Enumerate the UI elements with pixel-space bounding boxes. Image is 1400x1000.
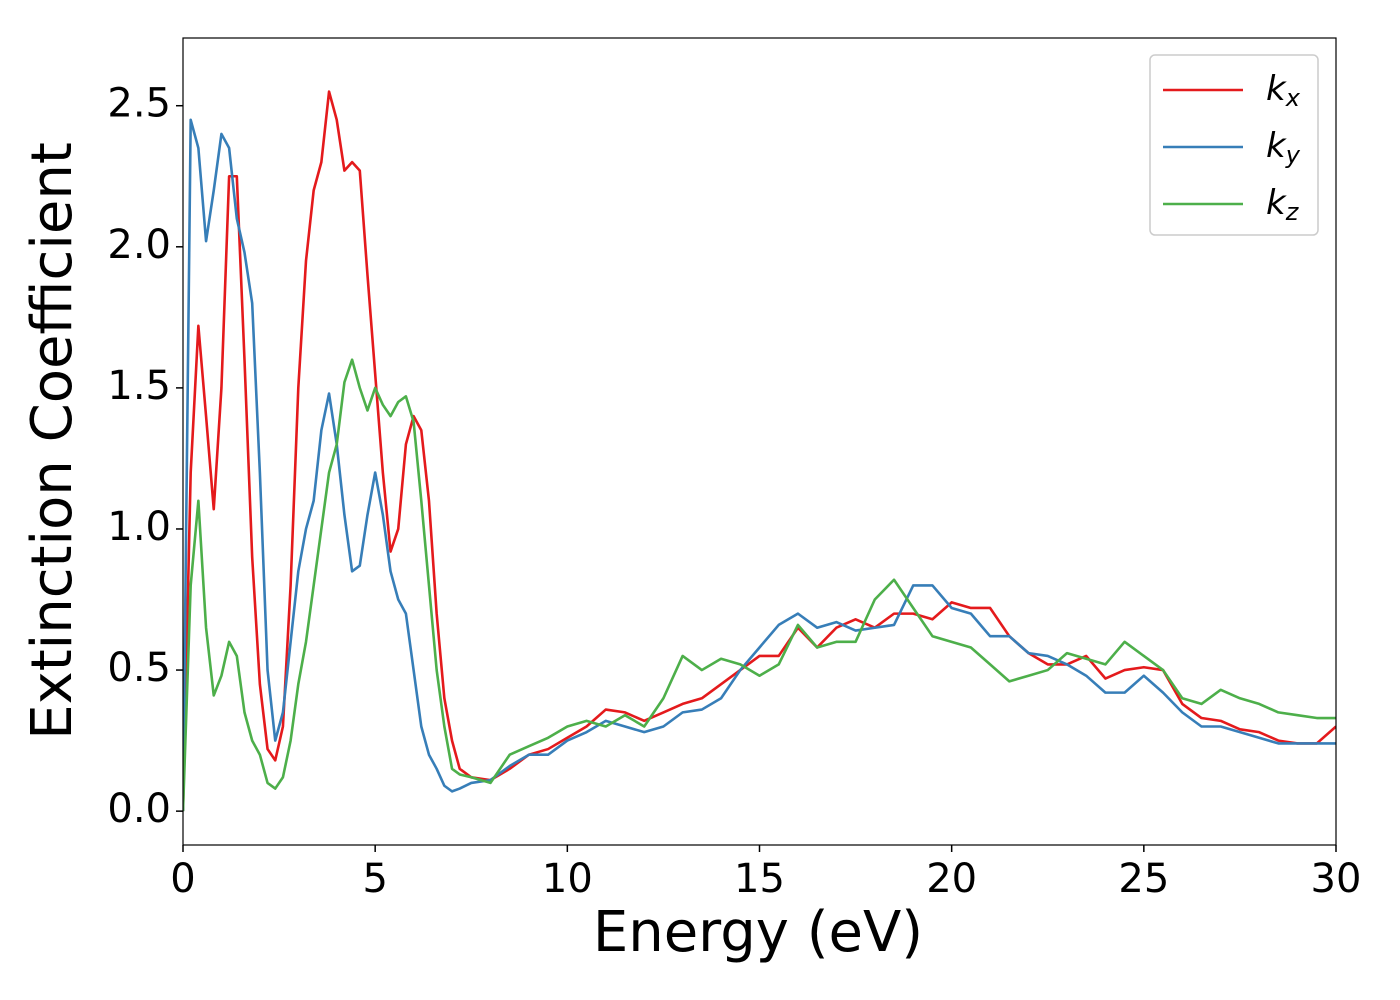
x-tick-label: 15 <box>734 856 785 902</box>
plot-frame <box>182 37 1337 846</box>
x-axis-label: Energy (eV) <box>593 900 923 965</box>
legend-label: kx <box>1266 69 1301 113</box>
y-tick-label: 0.0 <box>107 786 171 832</box>
x-tick-label: 0 <box>170 856 195 902</box>
y-tick-label: 2.0 <box>107 222 171 268</box>
y-tick-label: 1.0 <box>107 504 171 550</box>
legend-label: kz <box>1266 183 1300 227</box>
x-tick-label: 5 <box>362 856 387 902</box>
legend-label: ky <box>1266 126 1301 170</box>
x-tick-label: 20 <box>926 856 977 902</box>
x-tick-label: 25 <box>1118 856 1169 902</box>
series-line <box>183 358 1336 812</box>
legend-box <box>1149 54 1319 236</box>
series-line <box>183 118 1336 812</box>
y-tick-label: 2.5 <box>107 81 171 127</box>
y-tick-label: 1.5 <box>107 363 171 409</box>
y-axis-label: Extinction Coefficient <box>20 142 85 740</box>
x-tick-label: 30 <box>1311 856 1362 902</box>
series-line <box>183 90 1336 812</box>
x-tick-label: 10 <box>542 856 593 902</box>
y-tick-label: 0.5 <box>107 645 171 691</box>
